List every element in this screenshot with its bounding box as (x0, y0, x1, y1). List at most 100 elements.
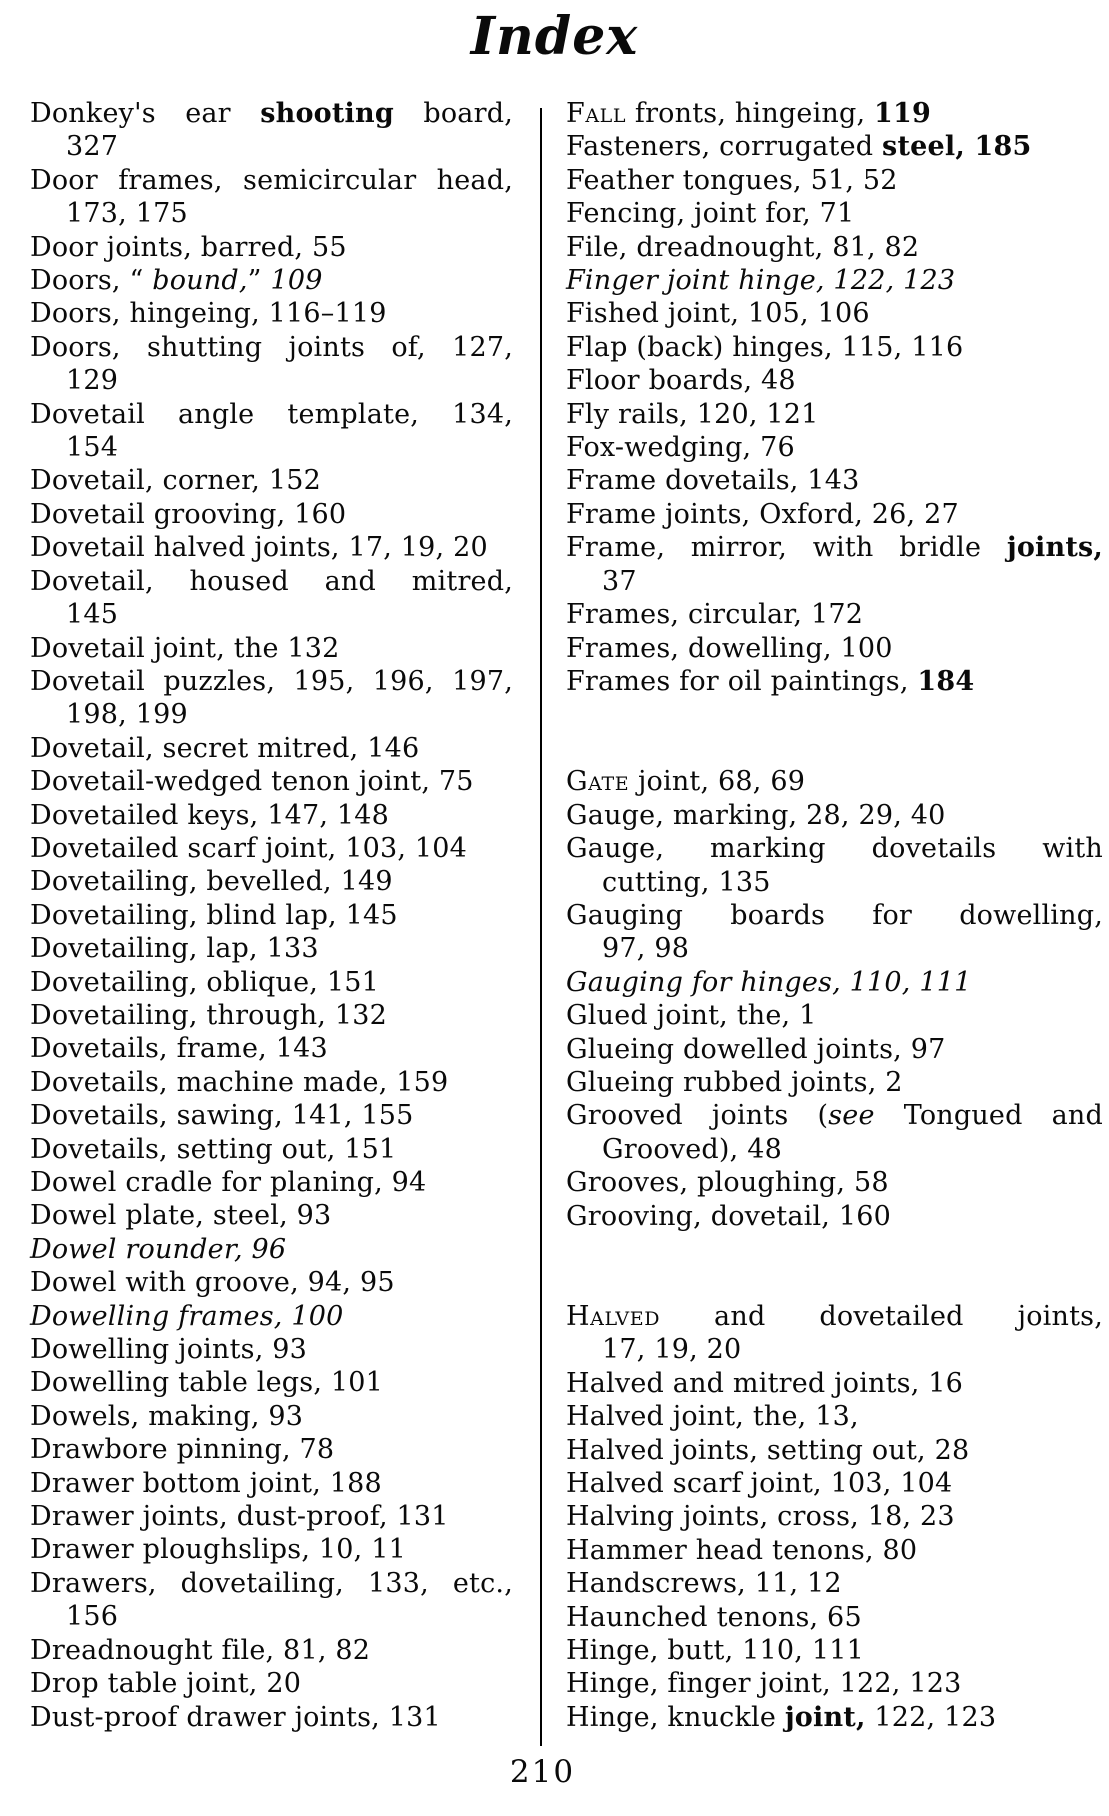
index-entry-text: joint, 68, 69 (629, 766, 806, 798)
index-entry: Dovetail, corner, 152 (30, 464, 513, 497)
index-entry: Fall fronts, hingeing, 119 (566, 97, 1103, 130)
index-entry: Halved scarf joint, 103, 104 (566, 1467, 1103, 1500)
index-entry-text: 145 (66, 599, 119, 631)
index-entry-line: Dowels, making, 93 (30, 1400, 513, 1433)
index-entry-text: Frames, circular, 172 (566, 599, 864, 631)
index-entry-line: Halved scarf joint, 103, 104 (566, 1467, 1103, 1500)
index-entry: Dovetail-wedged tenon joint, 75 (30, 765, 513, 798)
index-entry-text: Halving joints, cross, 18, 23 (566, 1501, 955, 1533)
index-entry-line: Dowel plate, steel, 93 (30, 1199, 513, 1232)
index-entry-line: Dovetailing, through, 132 (30, 999, 513, 1032)
index-entry-text: Glueing dowelled joints, 97 (566, 1033, 946, 1065)
index-entry-line: Drawer ploughslips, 10, 11 (30, 1533, 513, 1566)
index-entry-line: Gauge, marking dovetails with (566, 832, 1103, 865)
index-entry-text: Doors, shutting joints of, 127, (30, 331, 513, 363)
index-entry: Floor boards, 48 (566, 364, 1103, 397)
index-entry-text: Feather tongues, 51, 52 (566, 164, 898, 196)
index-entry-text: Dovetailing, bevelled, 149 (30, 866, 393, 898)
page-title: Index (470, 6, 639, 67)
index-entry: Dovetailing, lap, 133 (30, 932, 513, 965)
index-entry: Drawers, dovetailing, 133, etc., 156 (30, 1567, 513, 1634)
index-entry-text: 184 (917, 665, 975, 697)
index-entry: Doors, “ bound,” 109 (30, 264, 513, 297)
index-entry-text: Hinge, butt, 110, 111 (566, 1635, 864, 1667)
index-entry-text: 154 (66, 432, 119, 464)
index-entry-line: Grooved joints (see Tongued and (566, 1099, 1103, 1132)
index-entry-text: Halved joint, the, 13, (566, 1401, 859, 1433)
index-entry-line: Donkey's ear shooting board, (30, 97, 513, 130)
index-entry: Halved and dovetailed joints, 17, 19, 20 (566, 1300, 1103, 1367)
index-entry-text: Drop table joint, 20 (30, 1668, 302, 1700)
index-entry: Fencing, joint for, 71 (566, 197, 1103, 230)
index-entry-text: Halved and mitred joints, 16 (566, 1367, 964, 1399)
index-entry-line: Dovetailing, bevelled, 149 (30, 865, 513, 898)
index-entry: Fly rails, 120, 121 (566, 398, 1103, 431)
index-entry: Hinge, butt, 110, 111 (566, 1634, 1103, 1667)
index-entry-text: Dovetail-wedged tenon joint, 75 (30, 766, 474, 798)
index-entry: Halving joints, cross, 18, 23 (566, 1500, 1103, 1533)
index-entry-line-continuation: Grooved), 48 (566, 1133, 1103, 1166)
index-entry: Dovetail, secret mitred, 146 (30, 732, 513, 765)
index-entry-line: Hammer head tenons, 80 (566, 1534, 1103, 1567)
index-entry-line: Dovetail-wedged tenon joint, 75 (30, 765, 513, 798)
index-entry: Drawer ploughslips, 10, 11 (30, 1533, 513, 1566)
index-entry-line: Doors, shutting joints of, 127, (30, 331, 513, 364)
index-entry-line-continuation: 97, 98 (566, 932, 1103, 965)
index-entry-text: Halved (566, 1301, 661, 1332)
index-entry: Dovetails, frame, 143 (30, 1032, 513, 1065)
index-entry-text: Hinge, knuckle (566, 1701, 785, 1733)
index-entry-line: File, dreadnought, 81, 82 (566, 231, 1103, 264)
index-entry: Dovetailed scarf joint, 103, 104 (30, 832, 513, 865)
index-entry: Halved and mitred joints, 16 (566, 1367, 1103, 1400)
index-entry-text: Floor boards, 48 (566, 365, 796, 397)
index-entry-line: Dovetailed scarf joint, 103, 104 (30, 832, 513, 865)
index-entry-text: joint, (784, 1701, 866, 1733)
index-entry: Grooving, dovetail, 160 (566, 1200, 1103, 1233)
index-entry-line: Drawer bottom joint, 188 (30, 1467, 513, 1500)
index-entry: Dovetail puzzles, 195, 196, 197, 198, 199 (30, 665, 513, 732)
index-entry-text: Donkey's ear (30, 98, 261, 129)
index-entry: Frame dovetails, 143 (566, 464, 1103, 497)
index-entry: Dovetailed keys, 147, 148 (30, 799, 513, 832)
index-entry-text: Dowel cradle for planing, 94 (30, 1167, 427, 1198)
index-entry-text: Frames, dowelling, 100 (566, 632, 893, 664)
page-number: 210 (509, 1754, 576, 1790)
index-entry-line-continuation: 156 (30, 1600, 513, 1633)
index-entry-text: Dowel with groove, 94, 95 (30, 1267, 395, 1299)
index-entry-text: Dovetail grooving, 160 (30, 498, 347, 530)
index-entry-text: Grooves, ploughing, 58 (566, 1167, 889, 1199)
index-entry-line: Dovetail halved joints, 17, 19, 20 (30, 531, 513, 564)
index-entry-text: 119 (874, 98, 932, 129)
column-divider-rule (540, 108, 542, 1746)
index-entry-text: Finger joint hinge, 122, 123 (566, 265, 956, 297)
index-entry-text: Dowelling frames, 100 (30, 1300, 344, 1332)
index-entry-line: Dovetails, frame, 143 (30, 1032, 513, 1065)
index-entry-line: Drawer joints, dust-proof, 131 (30, 1500, 513, 1533)
index-entry-line: Dovetails, setting out, 151 (30, 1133, 513, 1166)
index-entry-line: Hinge, butt, 110, 111 (566, 1634, 1103, 1667)
index-entry-text: Glueing rubbed joints, 2 (566, 1066, 903, 1098)
index-entry-text: Dust-proof drawer joints, 131 (30, 1701, 441, 1733)
index-entry-line: Grooving, dovetail, 160 (566, 1200, 1103, 1233)
index-entry: Drawer joints, dust-proof, 131 (30, 1500, 513, 1533)
index-entry-line: Glueing dowelled joints, 97 (566, 1033, 1103, 1066)
index-entry: Glued joint, the, 1 (566, 999, 1103, 1032)
index-entry-line: Halved joint, the, 13, (566, 1400, 1103, 1433)
index-entry: Dowel with groove, 94, 95 (30, 1266, 513, 1299)
index-entry-text: fronts, hingeing, (626, 98, 875, 129)
index-entry: Hinge, knuckle joint, 122, 123 (566, 1701, 1103, 1734)
index-entry-text: Frame dovetails, 143 (566, 465, 860, 497)
index-column-left: Donkey's ear shooting board, 327 Door fram… (30, 97, 513, 1734)
index-entry: Door frames, semicircular head, 173, 175 (30, 164, 513, 231)
index-entry-line: Haunched tenons, 65 (566, 1601, 1103, 1634)
index-entry-text: Handscrews, 11, 12 (566, 1568, 842, 1600)
index-entry-text: Hinge, finger joint, 122, 123 (566, 1668, 962, 1700)
index-entry-text: Dovetailing, blind lap, 145 (30, 899, 398, 931)
index-entry-text: Gauge, marking, 28, 29, 40 (566, 799, 946, 831)
index-entry-text: Tongued and (874, 1100, 1103, 1132)
index-entry: Grooved joints (see Tongued and Grooved),… (566, 1099, 1103, 1166)
index-entry-line: Frame, mirror, with bridle joints, (566, 531, 1103, 564)
index-entry-text: and dovetailed joints, (660, 1301, 1103, 1332)
index-entry-text: Frame joints, Oxford, 26, 27 (566, 498, 959, 530)
index-entry-line: Dovetail grooving, 160 (30, 498, 513, 531)
